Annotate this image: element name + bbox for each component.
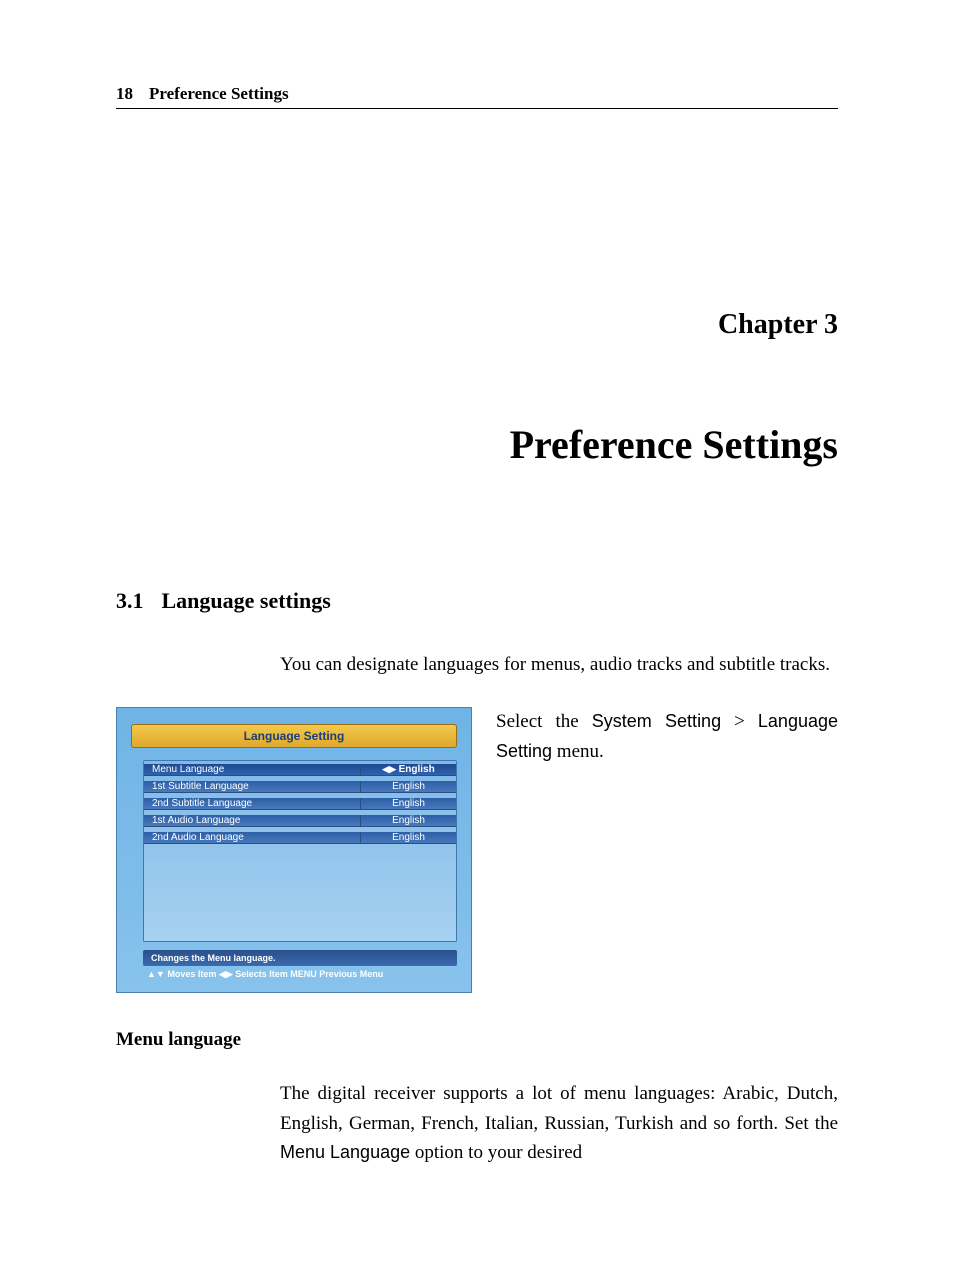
osd-row-label: Menu Language <box>144 764 360 776</box>
running-title: Preference Settings <box>149 84 289 104</box>
updown-arrows-icon: ▲▼ <box>147 969 167 979</box>
osd-row-label: 1st Audio Language <box>144 815 360 827</box>
para-text-a: The digital receiver supports a lot of m… <box>280 1083 838 1133</box>
osd-titlebar: Language Setting <box>131 724 457 748</box>
osd-row[interactable]: Menu Language ◀▶ English <box>144 761 456 778</box>
subsection-heading: Menu language <box>116 1029 838 1051</box>
lr-arrows-icon: ◀▶ <box>219 969 235 979</box>
lr-arrows-icon: ◀▶ <box>382 764 398 774</box>
osd-row[interactable]: 2nd Subtitle Language English <box>144 795 456 812</box>
osd-menu-key: MENU <box>290 969 317 979</box>
menu-path-1: System Setting <box>592 711 721 731</box>
osd-row[interactable]: 1st Subtitle Language English <box>144 778 456 795</box>
subsection-body: The digital receiver supports a lot of m… <box>280 1079 838 1167</box>
section-heading: 3.1 Language settings <box>116 588 838 614</box>
osd-row-value: English <box>360 815 456 827</box>
caption-tail: menu. <box>552 741 604 762</box>
para-text-b: option to your desired <box>410 1142 582 1163</box>
osd-row-label: 2nd Audio Language <box>144 832 360 844</box>
osd-window: Language Setting Menu Language ◀▶ Englis… <box>116 707 472 993</box>
option-name: Menu Language <box>280 1142 410 1162</box>
page: 18 Preference Settings Chapter 3 Prefere… <box>0 0 954 1272</box>
osd-hint-moves: Moves Item <box>167 969 216 979</box>
osd-hint-selects: Selects Item <box>235 969 288 979</box>
osd-row-label: 2nd Subtitle Language <box>144 798 360 810</box>
osd-hint-previous: Previous Menu <box>319 969 383 979</box>
chapter-label: Chapter 3 <box>116 309 838 341</box>
chapter-title: Preference Settings <box>116 421 838 468</box>
osd-hint-description: Changes the Menu language. <box>143 950 457 966</box>
osd-row-value: English <box>360 832 456 844</box>
osd-row[interactable]: 2nd Audio Language English <box>144 829 456 846</box>
embedded-screenshot: Language Setting Menu Language ◀▶ Englis… <box>116 707 472 993</box>
figure-row: Language Setting Menu Language ◀▶ Englis… <box>116 707 838 993</box>
section-intro: You can designate languages for menus, a… <box>280 650 838 679</box>
figure-caption: Select the System Setting > Language Set… <box>496 707 838 766</box>
section-number: 3.1 <box>116 588 144 614</box>
osd-row-value-text: English <box>399 764 435 775</box>
osd-row-value: ◀▶ English <box>360 764 456 776</box>
section-title: Language settings <box>162 588 331 614</box>
osd-hint-keys: ▲▼ Moves Item ◀▶ Selects Item MENU Previ… <box>143 969 457 980</box>
osd-row-value: English <box>360 781 456 793</box>
osd-panel: Menu Language ◀▶ English 1st Subtitle La… <box>143 760 457 942</box>
osd-row[interactable]: 1st Audio Language English <box>144 812 456 829</box>
running-header: 18 Preference Settings <box>116 84 838 109</box>
osd-row-value: English <box>360 798 456 810</box>
osd-hint: Changes the Menu language. ▲▼ Moves Item… <box>143 950 457 980</box>
osd-row-label: 1st Subtitle Language <box>144 781 360 793</box>
caption-lead: Select the <box>496 711 592 732</box>
page-number: 18 <box>116 84 133 104</box>
menu-path-separator: > <box>721 711 758 732</box>
